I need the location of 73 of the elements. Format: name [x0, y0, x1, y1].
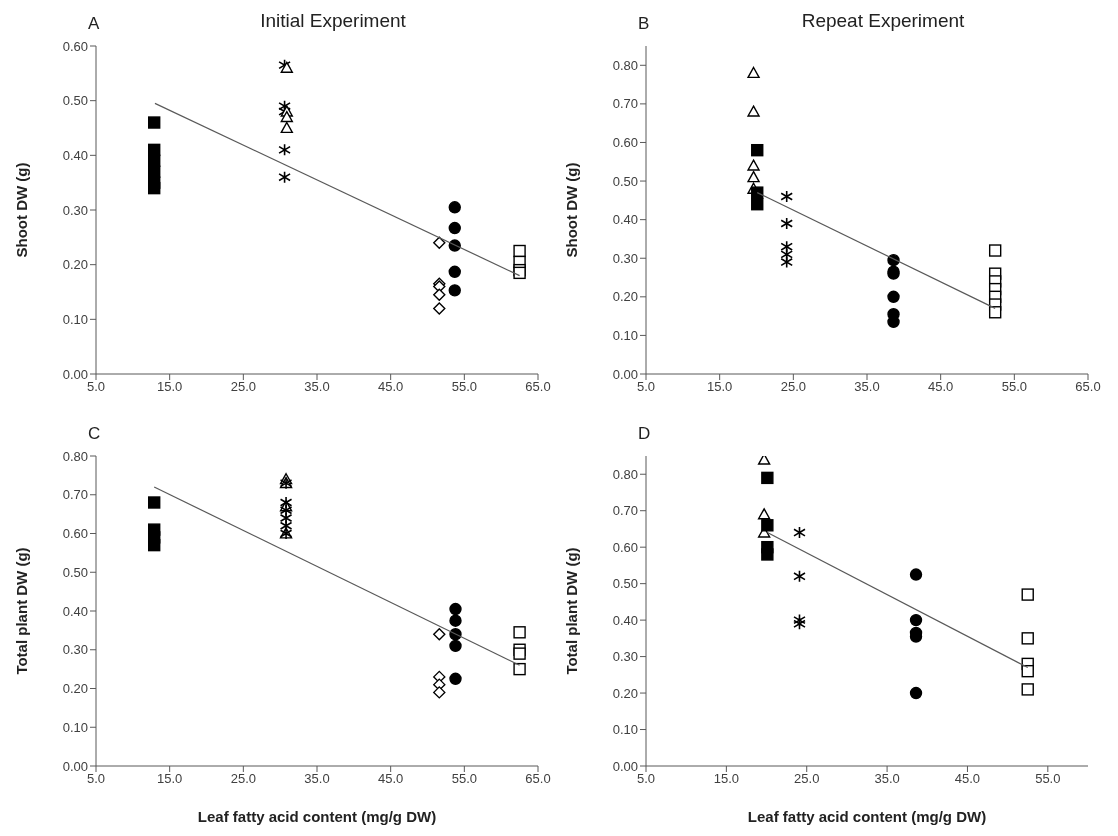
- x-tick-label: 25.0: [794, 771, 820, 787]
- x-tick-label: 25.0: [230, 771, 256, 787]
- y-tick-label: 0.80: [612, 466, 638, 482]
- y-tick-label: 0.60: [62, 38, 88, 54]
- y-tick-label: 0.40: [612, 212, 638, 228]
- x-tick-label: 5.0: [636, 379, 656, 395]
- y-tick-label: 0.50: [62, 564, 88, 580]
- y-tick-label: 0.60: [612, 135, 638, 151]
- x-tick-label: 55.0: [451, 771, 477, 787]
- x-tick-label: 65.0: [525, 771, 551, 787]
- x-tick-label: 45.0: [378, 771, 404, 787]
- x-tick-label: 15.0: [157, 771, 183, 787]
- chart-title: Repeat Experiment: [800, 10, 966, 32]
- y-tick-label: 0.10: [612, 722, 638, 738]
- x-tick-label: 15.0: [707, 379, 733, 395]
- x-tick-label: 5.0: [86, 771, 106, 787]
- x-tick-label: 55.0: [451, 379, 477, 395]
- x-tick-label: 45.0: [928, 379, 954, 395]
- y-axis-title: Total plant DW (g): [563, 547, 581, 675]
- text: B: [638, 14, 650, 34]
- x-tick-label: 35.0: [304, 771, 330, 787]
- x-tick-label: 45.0: [378, 379, 404, 395]
- x-tick-label: 25.0: [230, 379, 256, 395]
- y-tick-label: 0.00: [612, 366, 638, 382]
- y-tick-label: 0.50: [612, 576, 638, 592]
- text: C: [88, 424, 101, 444]
- y-tick-label: 0.40: [612, 612, 638, 628]
- y-tick-label: 0.60: [612, 539, 638, 555]
- x-tick-label: 5.0: [86, 379, 106, 395]
- y-tick-label: 0.20: [612, 289, 638, 305]
- y-tick-label: 0.60: [62, 526, 88, 542]
- y-tick-label: 0.00: [62, 366, 88, 382]
- y-tick-label: 0.80: [62, 448, 88, 464]
- y-tick-label: 0.10: [612, 328, 638, 344]
- x-tick-label: 15.0: [713, 771, 740, 787]
- y-tick-label: 0.40: [62, 147, 88, 163]
- y-tick-label: 0.00: [612, 758, 638, 774]
- y-axis-title: Total plant DW (g): [13, 547, 31, 675]
- x-tick-label: 65.0: [525, 379, 551, 395]
- x-tick-label: 15.0: [157, 379, 183, 395]
- x-tick-label: 35.0: [304, 379, 330, 395]
- y-tick-label: 0.40: [62, 603, 88, 619]
- chart-title: Initial Experiment: [259, 10, 407, 32]
- y-axis-title: Shoot DW (g): [563, 162, 581, 258]
- y-tick-label: 0.00: [62, 758, 88, 774]
- y-tick-label: 0.70: [612, 96, 638, 112]
- y-tick-label: 0.70: [62, 487, 88, 503]
- x-tick-label: 5.0: [636, 771, 656, 787]
- x-tick-label: 25.0: [780, 379, 806, 395]
- x-tick-label: 35.0: [854, 379, 880, 395]
- x-axis-title: Leaf fatty acid content (mg/g DW): [197, 808, 437, 825]
- y-tick-label: 0.30: [612, 250, 638, 266]
- y-tick-label: 0.50: [612, 173, 638, 189]
- y-axis-title: Shoot DW (g): [13, 162, 31, 258]
- y-tick-label: 0.20: [612, 685, 638, 701]
- text: A: [88, 14, 100, 34]
- x-tick-label: 65.0: [1075, 379, 1101, 395]
- x-tick-label: 55.0: [1001, 379, 1027, 395]
- y-tick-label: 0.10: [62, 311, 88, 327]
- y-tick-label: 0.30: [612, 649, 638, 665]
- x-axis-title: Leaf fatty acid content (mg/g DW): [747, 808, 987, 825]
- y-tick-label: 0.80: [612, 57, 638, 73]
- y-tick-label: 0.20: [62, 681, 88, 697]
- text: D: [638, 424, 651, 444]
- y-tick-label: 0.20: [62, 257, 88, 273]
- x-tick-label: 45.0: [954, 771, 981, 787]
- y-tick-label: 0.30: [62, 202, 88, 218]
- y-tick-label: 0.50: [62, 93, 88, 109]
- y-tick-label: 0.30: [62, 642, 88, 658]
- x-tick-label: 35.0: [874, 771, 900, 787]
- x-tick-label: 55.0: [1035, 771, 1061, 787]
- y-tick-label: 0.70: [612, 503, 638, 519]
- y-tick-label: 0.10: [62, 719, 88, 735]
